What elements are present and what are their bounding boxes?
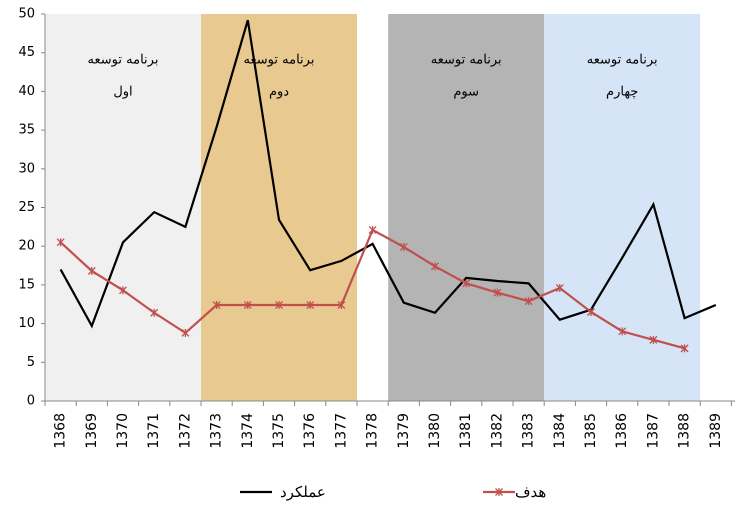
x-tick-label: 1377 — [333, 413, 349, 449]
x-tick-label: 1372 — [177, 413, 193, 449]
region-label: برنامه توسعه — [431, 53, 502, 68]
x-tick-label: 1382 — [489, 413, 505, 449]
y-tick-label: 25 — [18, 200, 35, 215]
x-tick-label: 1384 — [552, 413, 568, 449]
region-label: سوم — [453, 85, 479, 100]
region-label: اول — [113, 85, 132, 100]
y-tick-label: 10 — [18, 316, 35, 331]
x-tick-label: 1371 — [146, 413, 162, 449]
region — [544, 14, 700, 401]
x-tick-label: 1373 — [209, 413, 225, 449]
x-tick-label: 1386 — [614, 413, 630, 449]
region-label: برنامه توسعه — [587, 53, 658, 68]
x-tick-label: 1381 — [458, 413, 474, 449]
y-tick-label: 30 — [18, 161, 35, 176]
x-tick-label: 1383 — [521, 413, 537, 449]
x-tick-label: 1388 — [677, 413, 693, 449]
x-tick-label: 1387 — [645, 413, 661, 449]
x-tick-label: 1374 — [240, 413, 256, 449]
x-tick-label: 1368 — [53, 413, 69, 449]
region — [201, 14, 357, 401]
chart: برنامه توسعه اول برنامه توسعه دوم برنامه توس… — [0, 0, 735, 506]
x-tick-label: 1376 — [302, 413, 318, 449]
y-tick-label: 40 — [18, 84, 35, 99]
x-tick-label: 1389 — [708, 413, 724, 449]
legend-label: عملکرد — [280, 483, 326, 501]
x-tick-label: 1380 — [427, 413, 443, 449]
region — [388, 14, 544, 401]
x-tick-label: 1385 — [583, 413, 599, 449]
region-label: دوم — [269, 85, 289, 100]
y-tick-label: 20 — [18, 239, 35, 254]
y-tick-label: 15 — [18, 277, 35, 292]
y-tick-label: 0 — [27, 394, 35, 409]
y-tick-label: 5 — [27, 355, 35, 370]
x-tick-label: 1370 — [115, 413, 131, 449]
region-label: چهارم — [606, 85, 638, 100]
y-tick-label: 35 — [18, 123, 35, 138]
legend-label: هدف — [515, 483, 546, 501]
x-tick-label: 1369 — [84, 413, 100, 449]
region — [45, 14, 201, 401]
region-label: برنامه توسعه — [88, 53, 159, 68]
y-tick-label: 50 — [18, 7, 35, 22]
y-tick-label: 45 — [18, 45, 35, 60]
point-marker — [369, 226, 376, 234]
x-tick-label: 1379 — [396, 413, 412, 449]
x-tick-label: 1378 — [365, 413, 381, 449]
x-tick-label: 1375 — [271, 413, 287, 449]
page: {"chart_data": {"type": "line", "categor… — [0, 0, 735, 506]
